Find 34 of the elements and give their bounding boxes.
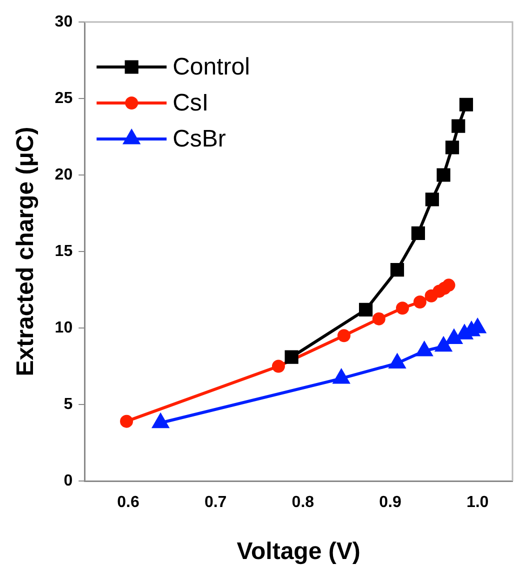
x-tick-label: 0.6 [117, 494, 140, 512]
y-tick-label: 25 [54, 90, 73, 107]
point [284, 350, 298, 364]
legend-label: CsI [172, 90, 209, 117]
point [459, 98, 474, 112]
x-axis-title: Voltage (V) [236, 538, 360, 566]
x-tick-label: 0.8 [292, 494, 314, 512]
point [337, 329, 350, 342]
point [152, 414, 169, 428]
point [436, 168, 450, 182]
x-tick-label: 0.9 [379, 494, 402, 512]
y-tick-label: 30 [54, 13, 73, 30]
legend-label: CsBr [172, 126, 226, 153]
point [396, 302, 409, 315]
point [358, 302, 373, 316]
point [442, 278, 456, 292]
y-tick-label: 10 [54, 319, 73, 336]
y-tick-label: 20 [54, 166, 73, 184]
point [425, 192, 439, 206]
x-tick-label: 1.0 [466, 494, 489, 512]
point [452, 119, 466, 133]
y-tick-label: 0 [64, 472, 73, 490]
point [372, 312, 386, 326]
x-tick-label: 0.7 [204, 494, 227, 512]
point [272, 360, 285, 373]
legend-label: Control [172, 54, 250, 81]
y-tick-label: 5 [64, 396, 73, 413]
point [411, 226, 425, 240]
point [120, 414, 134, 428]
point [390, 263, 404, 277]
point [413, 295, 426, 308]
y-tick-label: 15 [54, 242, 73, 260]
point [445, 140, 460, 154]
y-axis-title: Extracted charge (μC) [12, 126, 40, 376]
